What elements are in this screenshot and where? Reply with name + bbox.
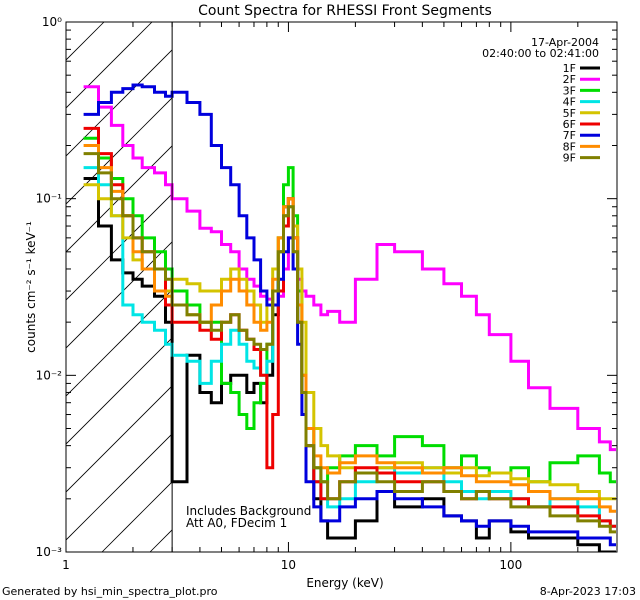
x-axis-label: Energy (keV)	[306, 576, 383, 590]
y-tick-label-1e-3: 10⁻³	[36, 545, 63, 559]
time-range-label: 02:40:00 to 02:41:00	[482, 47, 599, 60]
series-5F-line	[83, 183, 616, 501]
y-tick-label-1e-2: 10⁻²	[36, 368, 63, 382]
legend-label-7F: 7F	[563, 129, 576, 142]
hatch-line	[66, 22, 105, 61]
hatch-line	[66, 22, 153, 109]
legend-label-9F: 9F	[563, 152, 576, 165]
x-tick-label-10: 10	[281, 558, 296, 572]
hatch-line	[66, 385, 173, 493]
hatch-line	[66, 433, 173, 541]
series-1F-line	[83, 177, 616, 552]
annotation-background: Includes Background	[186, 504, 311, 518]
legend-label-1F: 1F	[563, 62, 576, 75]
chart-title: Count Spectra for RHESSI Front Segments	[198, 3, 492, 19]
y-axis-label: counts cm⁻² s⁻¹ keV⁻¹	[24, 221, 38, 353]
legend-label-4F: 4F	[563, 96, 576, 109]
series-7F-line	[83, 83, 616, 547]
footer-timestamp: 8-Apr-2023 17:03	[539, 585, 636, 598]
hatch-line	[66, 97, 173, 205]
legend-label-2F: 2F	[563, 73, 576, 86]
x-tick-label-100: 100	[499, 558, 522, 572]
series-9F-line	[83, 152, 616, 534]
footer-generated-by: Generated by hsi_min_spectra_plot.pro	[2, 585, 218, 598]
date-label: 17-Apr-2004	[531, 36, 599, 49]
legend-label-6F: 6F	[563, 118, 576, 131]
hatch-line	[66, 241, 173, 349]
annotation-attenuator: Att A0, FDecim 1	[186, 516, 287, 530]
plot-frame	[65, 21, 618, 553]
hatch-line	[66, 193, 173, 301]
legend-label-3F: 3F	[563, 84, 576, 97]
y-tick-label-1e-1: 10⁻¹	[36, 192, 63, 206]
y-tick-label-1e0: 10⁰	[42, 15, 62, 29]
series-3F-line	[83, 136, 616, 484]
x-tick-label-1: 1	[62, 558, 70, 572]
series-8F-line	[83, 144, 616, 513]
legend-label-5F: 5F	[563, 107, 576, 120]
legend-label-8F: 8F	[563, 140, 576, 153]
